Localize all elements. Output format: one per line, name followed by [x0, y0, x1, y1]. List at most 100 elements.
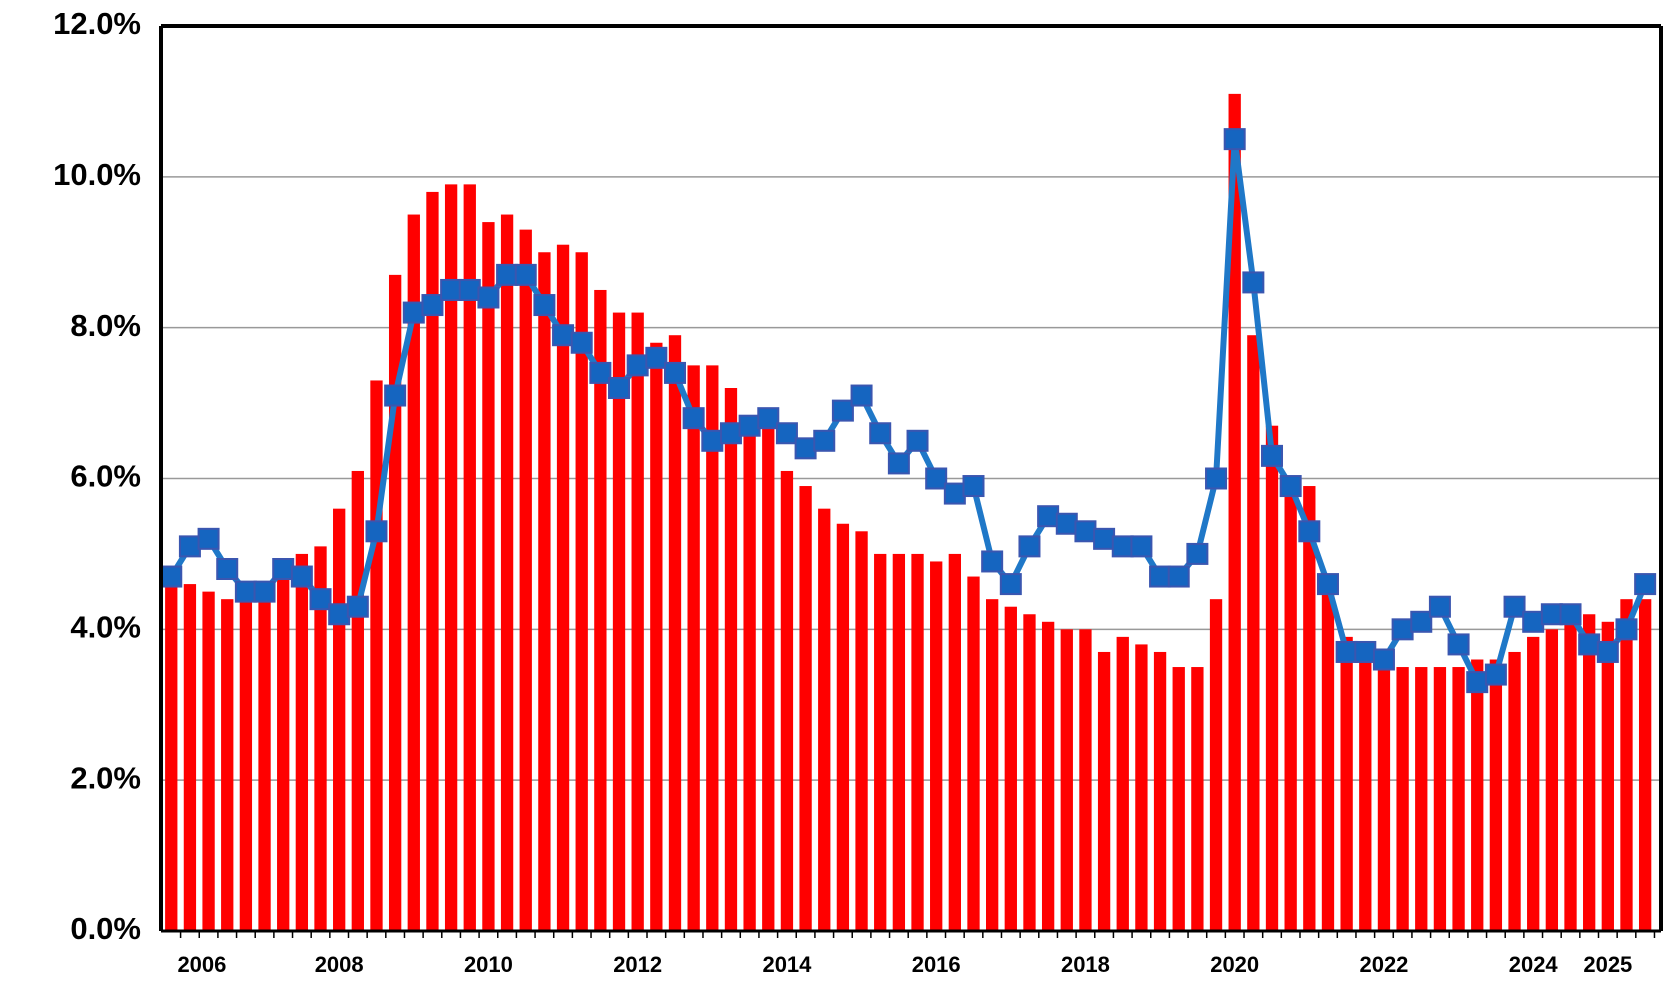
marker [1410, 610, 1433, 633]
marker [1522, 610, 1545, 633]
marker [178, 535, 201, 558]
bar [1415, 667, 1428, 931]
bar [818, 508, 831, 931]
marker [1223, 128, 1246, 151]
marker [309, 588, 332, 611]
marker [1261, 444, 1284, 467]
marker [1242, 271, 1265, 294]
bar [1359, 659, 1372, 931]
bar [855, 531, 868, 931]
bar [1004, 606, 1017, 931]
bar [1060, 629, 1073, 931]
marker [384, 384, 407, 407]
marker [943, 482, 966, 505]
bar [221, 599, 234, 931]
marker [1466, 671, 1489, 694]
marker [1018, 535, 1041, 558]
marker [458, 278, 481, 301]
marker [1596, 640, 1619, 663]
bar [874, 553, 887, 931]
marker [589, 361, 612, 384]
marker [1634, 573, 1657, 596]
marker [906, 429, 929, 452]
bar [482, 222, 495, 932]
marker [1372, 648, 1395, 671]
marker [1559, 603, 1582, 626]
y-tick-label: 8.0% [70, 308, 141, 343]
marker [1111, 535, 1134, 558]
marker [962, 475, 985, 498]
marker [570, 331, 593, 354]
bar [1284, 486, 1297, 931]
marker [775, 422, 798, 445]
bar [986, 599, 999, 931]
bar [277, 569, 290, 931]
bar [1041, 621, 1055, 931]
marker [160, 565, 183, 588]
bar [948, 553, 961, 931]
x-tick-label: 2010 [464, 952, 513, 977]
marker [365, 520, 388, 543]
marker [831, 399, 854, 422]
marker [1186, 542, 1209, 565]
marker [682, 407, 705, 430]
bar [706, 365, 719, 931]
marker [1074, 520, 1097, 543]
marker [514, 263, 537, 286]
bar [1527, 636, 1540, 931]
marker [496, 263, 519, 286]
bar [1097, 651, 1111, 931]
marker [1037, 505, 1060, 528]
marker [1615, 618, 1638, 641]
marker [1298, 520, 1321, 543]
marker [645, 346, 668, 369]
marker [1335, 640, 1358, 663]
bar [407, 214, 420, 931]
bar [1153, 651, 1167, 931]
y-tick-label: 10.0% [53, 157, 141, 192]
bar [650, 342, 663, 931]
marker [869, 422, 892, 445]
x-tick-label: 2012 [613, 952, 662, 977]
bar [967, 576, 980, 931]
bar [1209, 599, 1223, 931]
bar [1172, 667, 1185, 931]
bar [239, 591, 253, 931]
x-tick-label: 2008 [315, 952, 364, 977]
marker [1316, 573, 1339, 596]
bar [351, 470, 364, 931]
marker [794, 437, 817, 460]
bar [575, 252, 588, 931]
bar [687, 365, 700, 931]
bar [892, 553, 906, 931]
marker [850, 384, 873, 407]
bar [202, 591, 215, 931]
bar [1340, 636, 1353, 931]
bar [1638, 599, 1652, 931]
marker [272, 558, 295, 580]
bar [724, 388, 738, 931]
bar [538, 252, 551, 931]
marker [813, 429, 836, 452]
marker [477, 286, 500, 309]
marker [999, 573, 1022, 596]
marker [1503, 595, 1526, 618]
bar [1023, 614, 1036, 931]
x-tick-label: 2022 [1359, 952, 1408, 977]
bar [370, 380, 383, 931]
marker [1130, 535, 1153, 558]
bar [314, 546, 327, 931]
x-tick-label: 2020 [1210, 952, 1259, 977]
bar [1247, 335, 1260, 931]
bar [183, 584, 197, 931]
bar [500, 214, 514, 931]
marker [402, 301, 425, 324]
bar [668, 335, 682, 931]
x-tick-label: 2018 [1061, 952, 1110, 977]
bar [1452, 667, 1465, 931]
marker [719, 422, 742, 445]
marker [328, 603, 351, 626]
bar [463, 184, 476, 931]
marker [626, 354, 649, 377]
marker [421, 294, 444, 317]
